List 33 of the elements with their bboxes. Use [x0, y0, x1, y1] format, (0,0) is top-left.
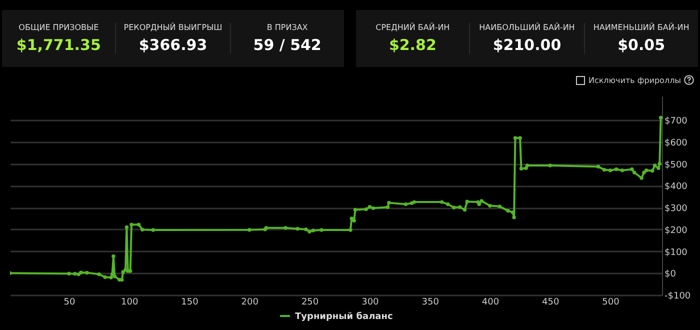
text: НАИМЕНЬШИЙ БАЙ-ИН: [592, 23, 690, 32]
y-tick-label: $400: [664, 182, 688, 192]
y-tick-label: -$100: [664, 292, 691, 302]
y-tick-label: $700: [664, 116, 688, 127]
y-tick-label: $100: [664, 248, 688, 258]
x-tick-label: 450: [542, 298, 560, 308]
x-tick-label: 50: [64, 298, 76, 308]
text: СРЕДНИЙ БАЙ-ИН: [374, 23, 451, 32]
text: $0.05: [616, 36, 666, 54]
x-tick-label: 250: [301, 298, 319, 308]
y-tick-label: $500: [664, 160, 688, 170]
y-tick-label: $300: [664, 204, 688, 214]
text: 59 / 542: [252, 36, 322, 54]
text: $2.82: [388, 36, 438, 54]
x-tick-label: 350: [422, 298, 440, 308]
text: ОБЩИЕ ПРИЗОВЫЕ: [18, 23, 100, 32]
y-tick-label: $600: [664, 138, 688, 148]
text: $210.00: [492, 36, 562, 54]
text: Исключить фрироллы: [588, 76, 681, 84]
x-tick-label: 150: [181, 298, 199, 308]
text: НАИБОЛЬШИЙ БАЙ-ИН: [478, 23, 576, 32]
y-tick-label: $200: [664, 226, 688, 236]
x-tick-label: 400: [482, 298, 500, 308]
x-tick-label: 200: [241, 298, 259, 308]
text: $366.93: [138, 36, 208, 54]
text: $1,771.35: [15, 36, 102, 54]
y-tick-label: $0: [664, 270, 676, 280]
text: РЕКОРДНЫЙ ВЫИГРЫШ: [122, 23, 224, 32]
legend-label: Турнирный баланс: [295, 311, 393, 322]
x-tick-label: 100: [121, 298, 138, 308]
text: В ПРИЗАХ: [266, 23, 309, 32]
x-tick-label: 300: [362, 298, 380, 308]
x-tick-label: 500: [602, 298, 620, 308]
